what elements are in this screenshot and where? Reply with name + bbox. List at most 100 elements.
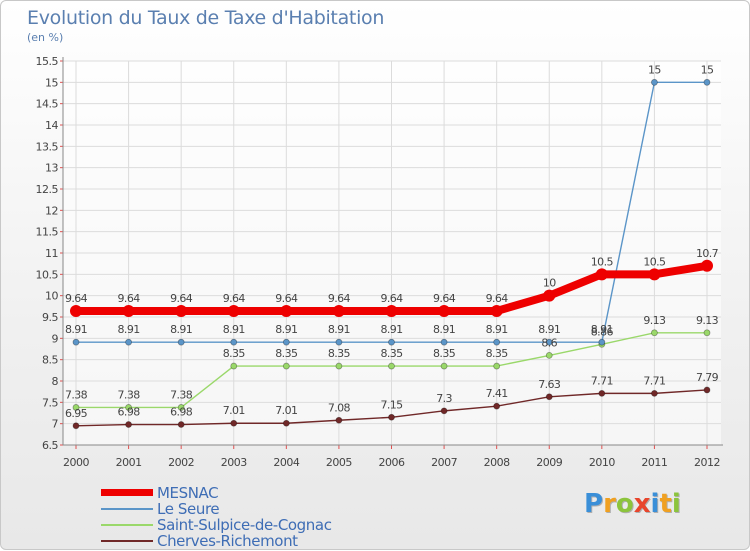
series-point-3 — [177, 421, 185, 428]
series-point-1 — [388, 338, 395, 346]
series-point-2 — [282, 362, 290, 370]
data-label: 7.08 — [328, 401, 351, 414]
logo-letter: t — [659, 489, 672, 519]
data-label: 7.38 — [65, 388, 88, 401]
data-label: 7.01 — [275, 404, 297, 417]
y-tick-label: 13.5 — [36, 140, 59, 153]
data-label: 9.64 — [486, 292, 509, 305]
series-point-0 — [490, 305, 503, 318]
series-point-2 — [651, 329, 658, 337]
y-tick-label: 9.5 — [42, 311, 58, 324]
data-label: 7.15 — [380, 398, 403, 411]
y-tick-label: 12.5 — [36, 183, 59, 196]
data-label: 9.64 — [118, 292, 141, 305]
series-point-3 — [335, 416, 343, 424]
series-point-2 — [493, 362, 501, 370]
series-point-1 — [230, 338, 238, 346]
data-label: 10.5 — [643, 255, 666, 268]
data-label: 15 — [701, 63, 714, 76]
data-label: 15 — [648, 63, 661, 76]
series-point-2 — [72, 404, 80, 411]
data-label: 10.7 — [696, 247, 719, 260]
data-label: 6.95 — [65, 407, 88, 420]
series-point-2 — [388, 362, 395, 370]
series-point-1 — [493, 338, 501, 346]
data-label: 8.91 — [170, 323, 192, 336]
series-point-0 — [280, 305, 293, 318]
series-point-3 — [651, 389, 658, 397]
series-point-1 — [651, 78, 658, 86]
data-label: 8.91 — [380, 323, 402, 336]
series-point-0 — [438, 305, 451, 318]
data-label: 8.35 — [275, 347, 298, 360]
data-label: 7.63 — [538, 378, 561, 391]
data-label: 9.64 — [170, 292, 193, 305]
series-point-2 — [177, 404, 185, 411]
x-tick-label: 2011 — [641, 456, 667, 469]
legend-label: Saint-Sulpice-de-Cognac — [157, 516, 332, 534]
proxiti-logo: Proxiti — [584, 489, 681, 519]
series-point-0 — [70, 305, 82, 318]
series-point-1 — [335, 338, 343, 346]
data-label: 7.3 — [436, 392, 452, 405]
data-label: 10.5 — [591, 255, 614, 268]
data-label: 9.64 — [65, 292, 88, 305]
series-point-0 — [175, 305, 188, 318]
y-tick-label: 14 — [45, 119, 58, 132]
series-point-3 — [282, 419, 290, 427]
series-point-2 — [125, 404, 132, 411]
y-tick-label: 15.5 — [36, 55, 59, 68]
series-point-3 — [545, 393, 553, 401]
data-label: 8.91 — [486, 323, 508, 336]
y-tick-label: 7.5 — [42, 396, 58, 409]
series-point-2 — [440, 362, 448, 370]
series-point-1 — [440, 338, 448, 346]
series-point-2 — [703, 329, 711, 337]
data-label: 6.98 — [170, 406, 193, 419]
data-label: 7.01 — [223, 404, 245, 417]
y-tick-label: 10.5 — [36, 268, 59, 281]
y-tick-label: 9 — [52, 332, 59, 345]
data-label: 7.41 — [486, 387, 508, 400]
data-label: 9.64 — [380, 292, 403, 305]
data-label: 9.13 — [643, 314, 666, 327]
series-point-0 — [595, 268, 608, 281]
legend-swatch — [101, 540, 153, 542]
y-tick-label: 13 — [45, 162, 58, 175]
series-point-0 — [227, 305, 240, 318]
legend-label: Cherves-Richemont — [157, 532, 298, 550]
series-point-0 — [648, 268, 661, 281]
data-label: 8.91 — [275, 323, 297, 336]
series-point-3 — [440, 407, 448, 415]
data-label: 9.13 — [696, 314, 719, 327]
y-tick-label: 7 — [52, 418, 59, 431]
x-tick-label: 2009 — [536, 456, 562, 469]
y-tick-label: 11.5 — [36, 226, 59, 239]
y-tick-label: 10 — [45, 290, 58, 303]
y-tick-label: 14.5 — [36, 98, 59, 111]
data-label: 9.64 — [328, 292, 351, 305]
series-point-0 — [385, 305, 398, 318]
x-tick-label: 2006 — [379, 456, 405, 469]
x-tick-label: 2001 — [116, 456, 142, 469]
data-label: 8.91 — [538, 323, 560, 336]
series-point-0 — [701, 259, 713, 272]
data-label: 9.64 — [223, 292, 246, 305]
series-point-3 — [493, 402, 501, 410]
data-label: 7.71 — [591, 374, 613, 387]
series-point-0 — [543, 289, 556, 302]
legend-swatch — [101, 489, 153, 496]
x-tick-label: 2008 — [484, 456, 510, 469]
x-tick-label: 2004 — [273, 456, 299, 469]
y-tick-label: 12 — [45, 204, 58, 217]
x-tick-label: 2007 — [431, 456, 457, 469]
data-label: 7.38 — [170, 388, 193, 401]
data-label: 9.64 — [275, 292, 298, 305]
series-point-2 — [335, 362, 343, 370]
series-point-0 — [332, 305, 345, 318]
x-tick-label: 2012 — [694, 456, 720, 469]
x-tick-label: 2002 — [168, 456, 194, 469]
data-label: 8.86 — [591, 325, 614, 338]
data-label: 8.91 — [223, 323, 245, 336]
